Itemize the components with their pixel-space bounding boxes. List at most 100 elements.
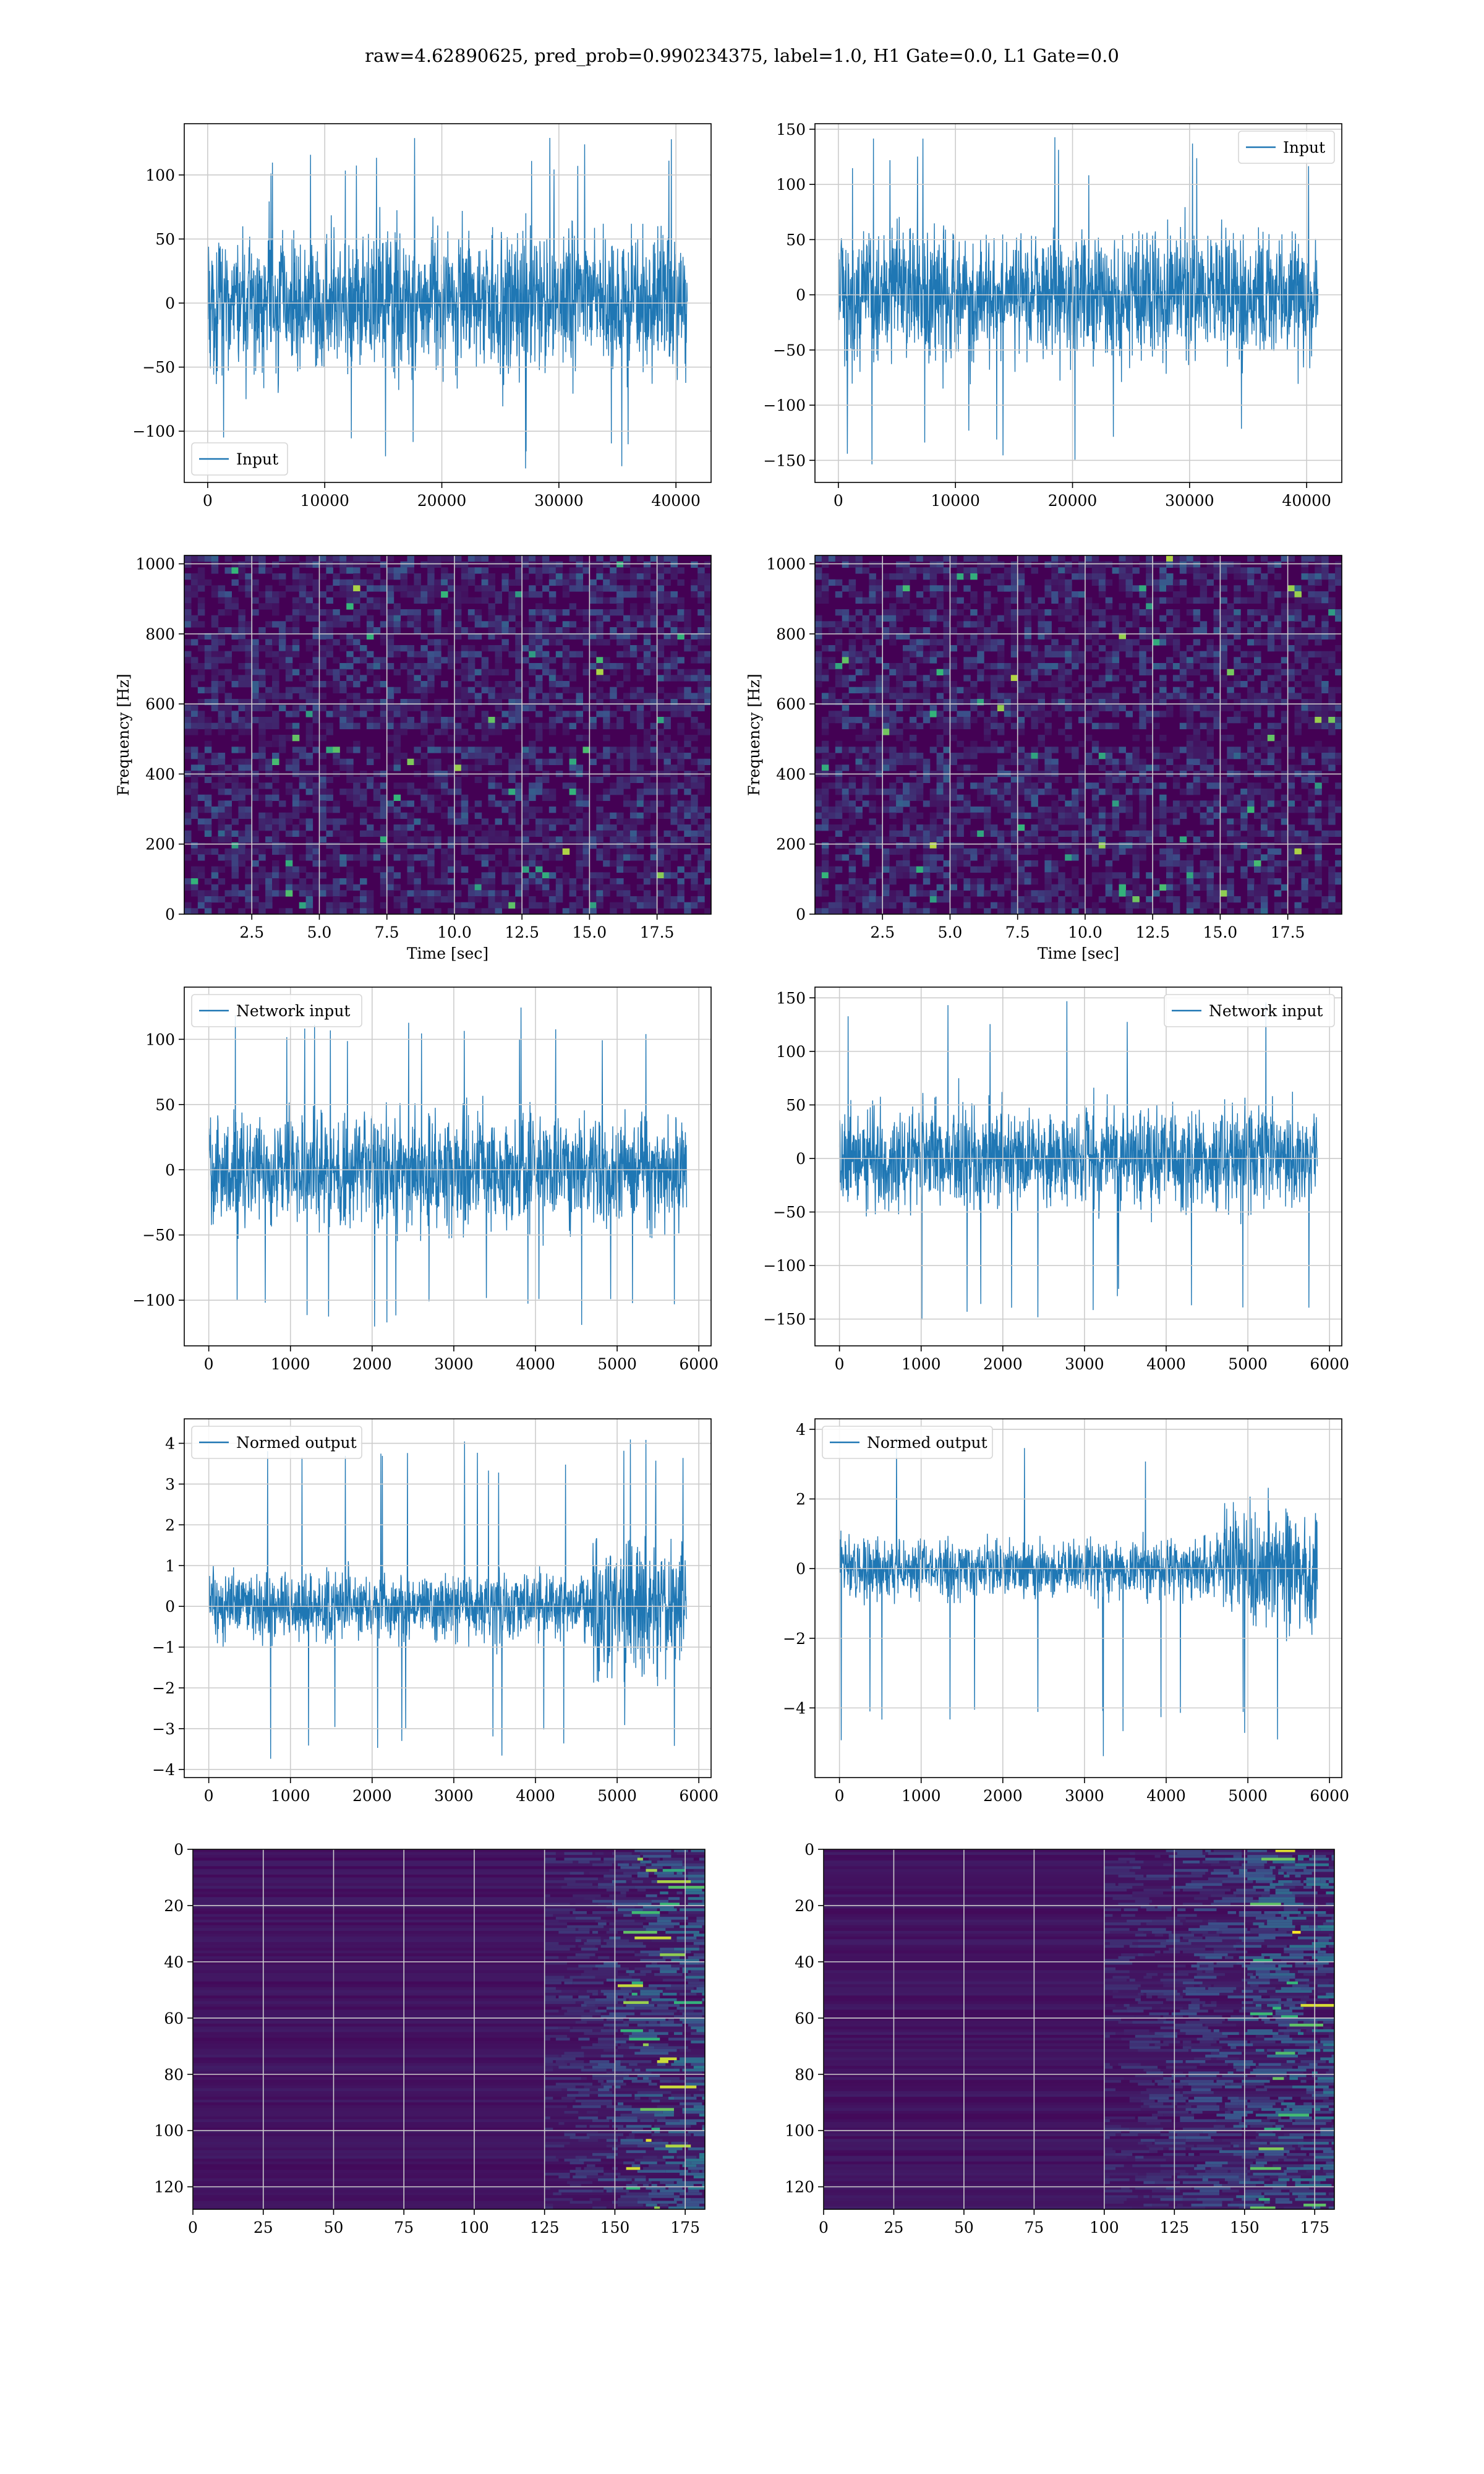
spectrogram-cell: [943, 758, 950, 765]
spectrogram-cell: [184, 722, 192, 729]
spectrogram-cell: [1206, 812, 1214, 819]
spectrogram-cell: [529, 561, 536, 568]
spectrogram-cell: [190, 555, 198, 562]
spectrogram-cell: [190, 776, 198, 783]
spectrogram-cell: [535, 782, 543, 789]
spectrogram-cell: [650, 854, 658, 861]
spectrogram-cell: [292, 609, 300, 616]
spectrogram-cell: [1234, 776, 1241, 783]
spectrogram-cell: [184, 591, 192, 598]
spectrogram-cell: [1004, 807, 1012, 813]
spectrogram-cell: [548, 597, 556, 604]
spectrogram-cell: [407, 621, 414, 628]
spectrogram-cell: [1085, 699, 1093, 706]
spectrogram-cell: [1024, 872, 1032, 879]
spectrogram-cell: [923, 555, 931, 562]
spectrogram-cell: [1200, 711, 1208, 717]
spectrogram-cell: [515, 789, 522, 795]
spectrogram-cell: [650, 693, 658, 700]
spectrogram-cell: [821, 555, 829, 562]
spectrogram-cell: [1112, 872, 1120, 879]
spectrogram-cell: [1234, 627, 1241, 634]
spectrogram-cell: [909, 639, 917, 646]
spectrogram-cell: [1220, 902, 1227, 909]
spectrogram-cell: [434, 890, 441, 897]
spectrogram-cell: [218, 651, 226, 657]
spectrogram-cell: [943, 639, 950, 646]
spectrogram-cell: [420, 687, 428, 693]
spectrogram-cell: [862, 884, 869, 891]
spectrogram-cell: [916, 884, 924, 891]
spectrogram-cell: [869, 681, 876, 688]
spectrogram-cell: [400, 753, 407, 760]
spectrogram-cell: [488, 896, 495, 903]
spectrogram-cell: [1058, 693, 1065, 700]
spectrogram-cell: [238, 794, 245, 801]
spectrogram-cell: [663, 693, 671, 700]
spectrogram-cell: [265, 872, 273, 879]
spectrogram-cell: [997, 615, 1005, 622]
spectrogram-cell: [882, 860, 890, 867]
spectrogram-cell: [319, 663, 326, 670]
spectrogram-cell: [1112, 818, 1120, 825]
spectrogram-cell: [400, 800, 407, 807]
spectrogram-cell: [970, 597, 978, 604]
spectrogram-cell: [495, 591, 502, 598]
spectrogram-cell: [815, 675, 822, 682]
spectrogram-cell: [252, 717, 259, 724]
spectrogram-cell: [815, 573, 822, 580]
spectrogram-cell: [312, 704, 320, 711]
spectrogram-cell: [1186, 645, 1194, 652]
spectrogram-cell: [1227, 908, 1234, 914]
spectrogram-cell: [1206, 896, 1214, 903]
spectrogram-cell: [1024, 639, 1032, 646]
spectrogram-cell: [245, 872, 252, 879]
spectrogram-cell: [204, 794, 212, 801]
spectrogram-cell: [339, 860, 347, 867]
spectrogram-cell: [582, 609, 590, 616]
spectrogram-cell: [380, 872, 388, 879]
spectrogram-cell: [197, 663, 205, 670]
spectrogram-cell: [1125, 758, 1133, 765]
spectrogram-cell: [488, 794, 495, 801]
spectrogram-cell: [636, 902, 644, 909]
spectrogram-cell: [970, 740, 978, 747]
spectrogram-cell: [285, 848, 293, 855]
spectrogram-cell: [488, 866, 495, 873]
spectrogram-cell: [589, 627, 597, 634]
spectrogram-cell: [1213, 663, 1221, 670]
spectrogram-cell: [265, 645, 273, 652]
spectrogram-cell: [923, 615, 931, 622]
spectrogram-cell: [481, 663, 489, 670]
spectrogram-cell: [882, 902, 890, 909]
spectrogram-cell: [855, 699, 863, 706]
spectrogram-cell: [670, 657, 678, 664]
spectrogram-cell: [562, 908, 570, 914]
spectrogram-cell: [204, 890, 212, 897]
spectrogram-cell: [184, 573, 192, 580]
spectrogram-cell: [1227, 717, 1234, 724]
spectrogram-cell: [1038, 740, 1045, 747]
spectrogram-cell: [501, 872, 509, 879]
spectrogram-cell: [909, 866, 917, 873]
spectrogram-cell: [529, 902, 536, 909]
spectrogram-cell: [231, 776, 239, 783]
spectrogram-cell: [1065, 585, 1072, 592]
spectrogram-cell: [333, 579, 340, 586]
spectrogram-cell: [548, 836, 556, 843]
spectrogram-cell: [339, 555, 347, 562]
spectrogram-cell: [903, 854, 910, 861]
spectrogram-cell: [569, 908, 577, 914]
spectrogram-cell: [1146, 747, 1153, 753]
spectrogram-cell: [1220, 758, 1227, 765]
spectrogram-cell: [616, 890, 624, 897]
spectrogram-cell: [603, 812, 610, 819]
spectrogram-cell: [360, 902, 367, 909]
spectrogram-cell: [407, 789, 414, 795]
spectrogram-cell: [448, 878, 455, 885]
spectrogram-cell: [326, 830, 333, 837]
spectrogram-cell: [889, 573, 897, 580]
spectrogram-cell: [339, 711, 347, 717]
spectrogram-cell: [1139, 830, 1146, 837]
spectrogram-cell: [467, 764, 475, 771]
